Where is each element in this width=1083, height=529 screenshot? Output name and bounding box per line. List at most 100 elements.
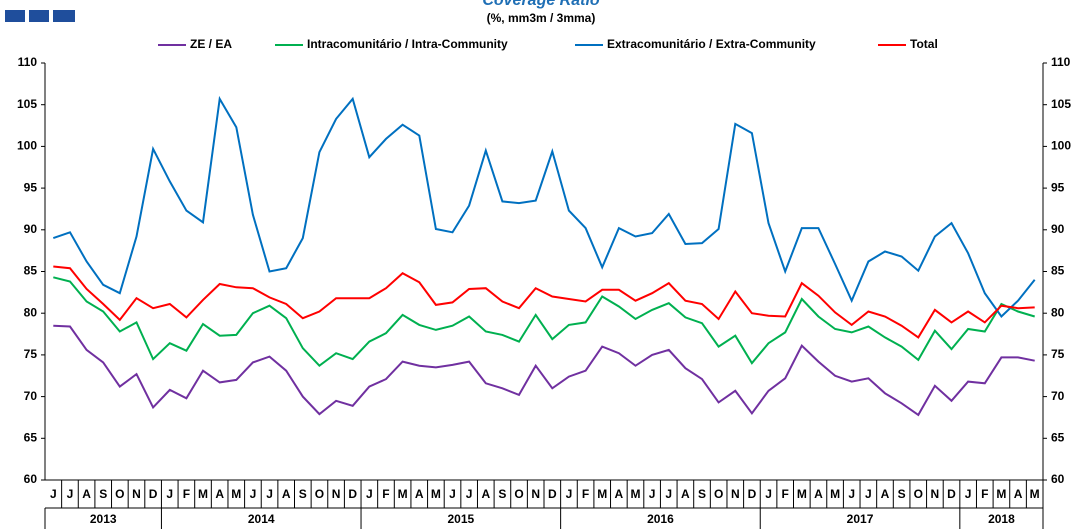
x-tick-label: A [415,487,424,501]
x-tick-label: D [348,487,357,501]
x-tick-label: O [514,487,523,501]
x-tick-label: A [481,487,490,501]
x-tick-label: J [765,487,772,501]
x-tick-label: J [366,487,373,501]
x-tick-label: F [382,487,389,501]
y2-tick-label: 70 [1051,389,1065,403]
series-line [53,324,1035,417]
chart-subtitle: (%, mm3m / 3mma) [487,11,596,25]
y-tick-label: 65 [24,430,38,444]
y-tick-label: 110 [18,55,38,69]
x-tick-label: A [1014,487,1023,501]
x-tick-label: D [149,487,158,501]
y2-tick-label: 75 [1051,347,1065,361]
x-tick-label: J [50,487,57,501]
chart-title: Coverage Ratio [482,0,600,9]
x-tick-label: D [947,487,956,501]
x-tick-label: S [299,487,307,501]
y-tick-label: 75 [24,347,38,361]
y-tick-label: 80 [24,305,38,319]
x-tick-label: M [231,487,241,501]
x-tick-label: D [548,487,557,501]
legend-label: ZE / EA [190,37,232,51]
x-tick-label: F [981,487,988,501]
y2-tick-label: 110 [1051,55,1071,69]
y2-tick-label: 100 [1051,139,1071,153]
x-tick-label: M [431,487,441,501]
x-tick-label: A [615,487,624,501]
x-tick-label: M [630,487,640,501]
x-tick-label: A [82,487,91,501]
legend-label: Intracomunitário / Intra-Community [307,37,508,51]
x-tick-label: J [665,487,672,501]
x-tick-label: F [183,487,190,501]
series-line [53,276,1035,368]
x-tick-label: O [115,487,124,501]
year-label: 2015 [447,512,474,526]
x-tick-label: J [566,487,573,501]
x-tick-label: N [931,487,940,501]
y2-tick-label: 105 [1051,97,1071,111]
x-tick-label: S [498,487,506,501]
y-tick-label: 60 [24,472,38,486]
x-tick-label: M [797,487,807,501]
y-tick-label: 95 [24,180,38,194]
x-tick-label: N [132,487,141,501]
x-tick-label: S [698,487,706,501]
x-tick-label: N [332,487,341,501]
y2-tick-label: 95 [1051,180,1065,194]
x-tick-label: A [814,487,823,501]
y2-tick-label: 80 [1051,305,1065,319]
x-tick-label: J [266,487,273,501]
x-tick-label: M [1030,487,1040,501]
x-tick-label: J [649,487,656,501]
x-tick-label: J [250,487,257,501]
year-label: 2016 [647,512,674,526]
x-tick-label: M [830,487,840,501]
x-tick-label: M [198,487,208,501]
x-tick-label: A [282,487,291,501]
x-tick-label: J [865,487,872,501]
y2-tick-label: 90 [1051,222,1065,236]
x-tick-label: A [881,487,890,501]
x-tick-label: O [714,487,723,501]
y2-tick-label: 85 [1051,264,1065,278]
year-label: 2018 [988,512,1015,526]
x-tick-label: S [99,487,107,501]
logo-block [29,10,49,22]
x-tick-label: A [681,487,690,501]
x-tick-label: N [531,487,540,501]
x-tick-label: J [848,487,855,501]
y2-tick-label: 65 [1051,430,1065,444]
x-tick-label: O [914,487,923,501]
x-tick-label: S [898,487,906,501]
year-label: 2017 [847,512,874,526]
legend-label: Extracomunitário / Extra-Community [607,37,816,51]
logo-block [5,10,25,22]
y-tick-label: 85 [24,264,38,278]
x-tick-label: J [466,487,473,501]
y-tick-label: 100 [17,139,37,153]
year-label: 2014 [248,512,275,526]
legend-label: Total [910,37,938,51]
x-tick-label: N [731,487,740,501]
x-tick-label: M [996,487,1006,501]
y-tick-label: 70 [24,389,38,403]
y-tick-label: 105 [17,97,37,111]
x-tick-label: J [67,487,74,501]
y2-tick-label: 60 [1051,472,1065,486]
x-tick-label: O [315,487,324,501]
x-tick-label: F [582,487,589,501]
x-tick-label: F [782,487,789,501]
x-tick-label: D [748,487,757,501]
series-line [52,95,1036,319]
logo-block [53,10,75,22]
x-tick-label: J [166,487,173,501]
series-line [53,265,1035,339]
x-tick-label: J [965,487,972,501]
y-tick-label: 90 [24,222,38,236]
x-tick-label: J [449,487,456,501]
year-label: 2013 [90,512,117,526]
